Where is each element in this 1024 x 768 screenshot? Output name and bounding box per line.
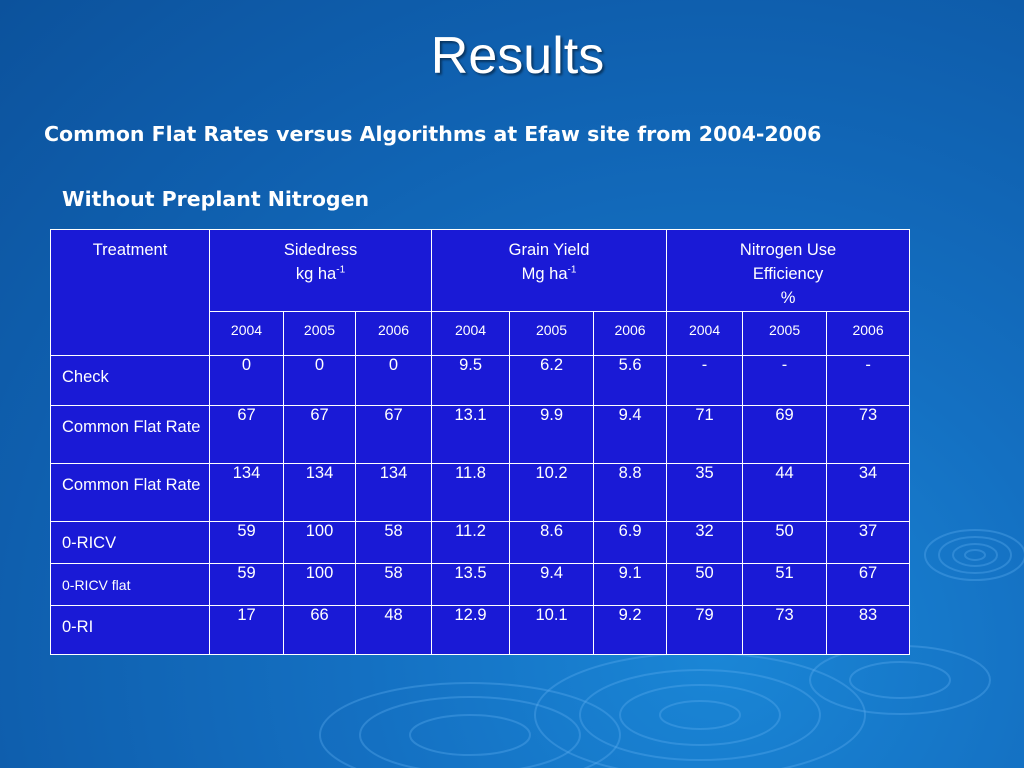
year-header: 2006 bbox=[593, 311, 668, 356]
row-label: 0-RICV bbox=[50, 521, 210, 564]
table-cell: 9.9 bbox=[509, 405, 595, 464]
table-cell: 66 bbox=[283, 605, 356, 655]
table-cell: 67 bbox=[209, 405, 284, 464]
year-header: 2004 bbox=[431, 311, 511, 356]
table-cell: 73 bbox=[826, 405, 911, 464]
table-cell: 58 bbox=[354, 563, 433, 606]
table-cell: 58 bbox=[354, 521, 433, 564]
table-cell: 50 bbox=[666, 563, 744, 606]
row-label: Common Flat Rate bbox=[50, 405, 210, 464]
treatment-header: Treatment bbox=[50, 229, 210, 356]
table-cell: 134 bbox=[354, 463, 433, 522]
table-cell: 69 bbox=[742, 405, 828, 464]
table-cell: 100 bbox=[283, 563, 356, 606]
table-cell: 50 bbox=[742, 521, 828, 564]
table-cell: - bbox=[742, 355, 828, 406]
table-cell: 35 bbox=[666, 463, 744, 522]
table-cell: 17 bbox=[209, 605, 284, 655]
table-cell: 8.6 bbox=[509, 521, 595, 564]
table-cell: 8.8 bbox=[593, 463, 668, 522]
slide-subtitle: Common Flat Rates versus Algorithms at E… bbox=[44, 122, 822, 146]
year-header: 2004 bbox=[666, 311, 744, 356]
row-label: Common Flat Rate bbox=[50, 463, 210, 522]
table-cell: 9.4 bbox=[593, 405, 668, 464]
table-cell: 6.9 bbox=[593, 521, 668, 564]
table-row: Common Flat Rate 134 134 134 11.8 10.2 8… bbox=[50, 463, 911, 522]
table-cell: 100 bbox=[283, 521, 356, 564]
year-header: 2006 bbox=[354, 311, 433, 356]
table-cell: 9.1 bbox=[593, 563, 668, 606]
table-cell: 9.5 bbox=[431, 355, 511, 406]
table-cell: 83 bbox=[826, 605, 911, 655]
row-label: 0-RICV flat bbox=[50, 563, 210, 606]
table-cell: 6.2 bbox=[509, 355, 595, 406]
table-cell: 67 bbox=[354, 405, 433, 464]
row-label: Check bbox=[50, 355, 210, 406]
year-header: 2005 bbox=[509, 311, 595, 356]
row-label: 0-RI bbox=[50, 605, 210, 655]
table-row: Common Flat Rate 67 67 67 13.1 9.9 9.4 7… bbox=[50, 405, 911, 464]
year-header: 2005 bbox=[283, 311, 356, 356]
grain-yield-header: Grain Yield Mg ha-1 bbox=[431, 229, 668, 312]
table-cell: 37 bbox=[826, 521, 911, 564]
table-cell: 11.2 bbox=[431, 521, 511, 564]
results-table: Treatment Sidedress kg ha-1 Grain Yield … bbox=[50, 229, 911, 655]
table-row: 0-RICV flat 59 100 58 13.5 9.4 9.1 50 51… bbox=[50, 563, 911, 606]
table-cell: 0 bbox=[354, 355, 433, 406]
table-cell: 73 bbox=[742, 605, 828, 655]
table-row: Check 0 0 0 9.5 6.2 5.6 - - - bbox=[50, 355, 911, 406]
nitrogen-use-efficiency-header: Nitrogen Use Efficiency % bbox=[666, 229, 911, 312]
year-header: 2005 bbox=[742, 311, 828, 356]
table-cell: 9.4 bbox=[509, 563, 595, 606]
table-cell: 10.1 bbox=[509, 605, 595, 655]
table-row: 0-RI 17 66 48 12.9 10.1 9.2 79 73 83 bbox=[50, 605, 911, 655]
year-header: 2004 bbox=[209, 311, 284, 356]
table-cell: 134 bbox=[283, 463, 356, 522]
table-cell: 0 bbox=[283, 355, 356, 406]
table-cell: 10.2 bbox=[509, 463, 595, 522]
table-row: 0-RICV 59 100 58 11.2 8.6 6.9 32 50 37 bbox=[50, 521, 911, 564]
table-cell: 13.1 bbox=[431, 405, 511, 464]
table-cell: 71 bbox=[666, 405, 744, 464]
table-cell: - bbox=[666, 355, 744, 406]
table-cell: 59 bbox=[209, 521, 284, 564]
table-cell: 12.9 bbox=[431, 605, 511, 655]
section-heading: Without Preplant Nitrogen bbox=[62, 187, 370, 211]
table-cell: 32 bbox=[666, 521, 744, 564]
table-cell: 134 bbox=[209, 463, 284, 522]
table-cell: 5.6 bbox=[593, 355, 668, 406]
table-cell: 9.2 bbox=[593, 605, 668, 655]
table-header-row: Treatment Sidedress kg ha-1 Grain Yield … bbox=[50, 229, 911, 356]
table-cell: 11.8 bbox=[431, 463, 511, 522]
table-cell: 48 bbox=[354, 605, 433, 655]
table-cell: 44 bbox=[742, 463, 828, 522]
table-cell: 13.5 bbox=[431, 563, 511, 606]
table-cell: 34 bbox=[826, 463, 911, 522]
table-cell: 67 bbox=[826, 563, 911, 606]
table-cell: 79 bbox=[666, 605, 744, 655]
table-cell: 67 bbox=[283, 405, 356, 464]
table-cell: 51 bbox=[742, 563, 828, 606]
year-header: 2006 bbox=[826, 311, 911, 356]
table-cell: - bbox=[826, 355, 911, 406]
slide-title: Results bbox=[430, 27, 605, 85]
sidedress-header: Sidedress kg ha-1 bbox=[208, 229, 433, 312]
table-cell: 59 bbox=[209, 563, 284, 606]
table-cell: 0 bbox=[209, 355, 284, 406]
